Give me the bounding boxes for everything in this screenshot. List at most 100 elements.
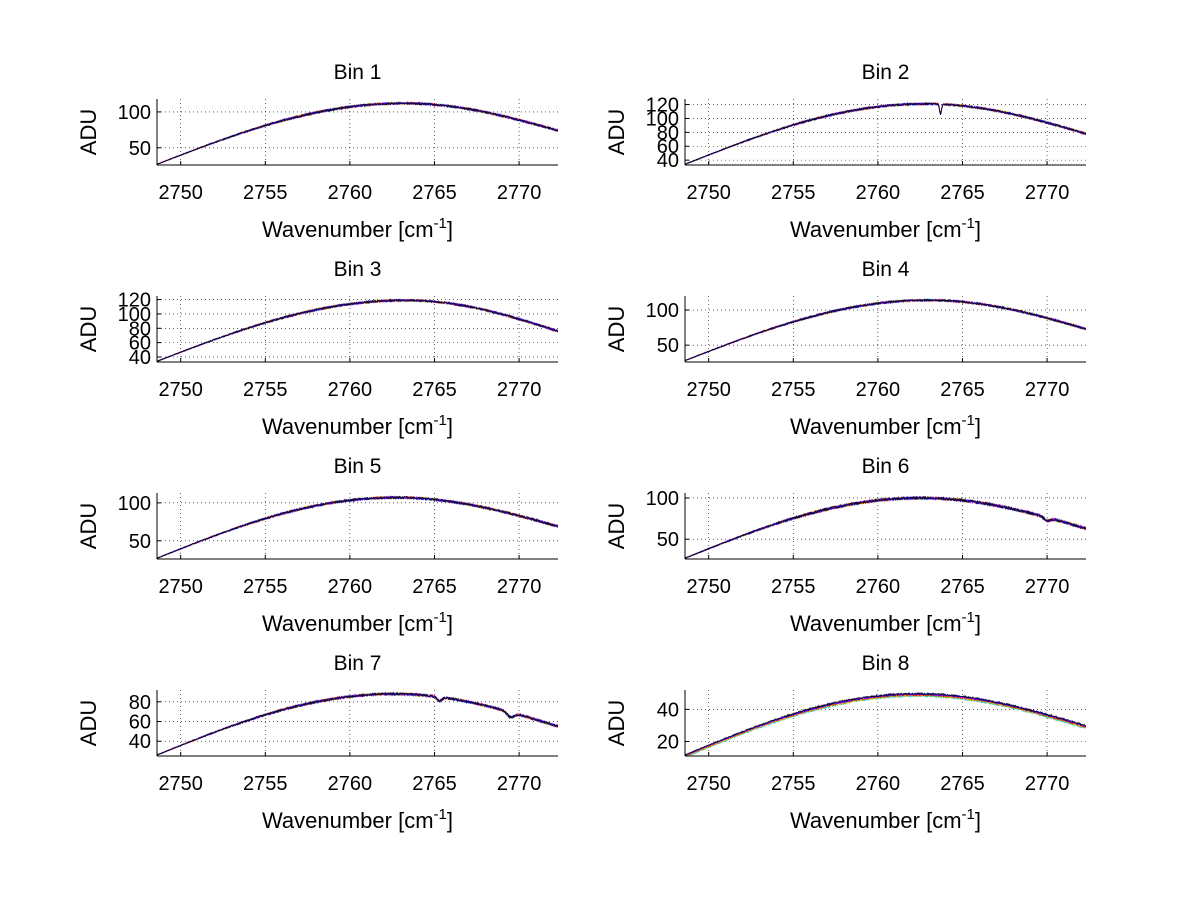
series-line: [685, 495, 1086, 559]
x-tick-label: 2770: [497, 576, 542, 598]
x-tick-label: 2760: [328, 379, 373, 401]
x-axis-label: Wavenumber [cm-1]: [262, 215, 453, 242]
y-axis-label: ADU: [604, 306, 629, 352]
series-line: [685, 298, 1086, 362]
x-tick-label: 2755: [243, 379, 288, 401]
series-line: [157, 691, 558, 756]
series-line: [685, 101, 1086, 165]
y-tick-label: 40: [129, 731, 151, 753]
series-line: [685, 692, 1086, 756]
series-group: [685, 692, 1086, 756]
series-line: [157, 101, 558, 165]
series-line: [157, 298, 558, 362]
series-line: [157, 101, 558, 165]
y-tick-label: 60: [129, 333, 151, 355]
series-line: [157, 691, 558, 756]
series-line: [685, 101, 1086, 165]
series-group: [685, 101, 1086, 165]
series-line: [157, 298, 558, 362]
x-tick-label: 2765: [940, 379, 985, 401]
x-tick-label: 2770: [497, 379, 542, 401]
y-tick-label: 120: [118, 290, 151, 312]
y-tick-label: 50: [657, 529, 679, 551]
x-tick-label: 2765: [412, 773, 457, 795]
y-axis-label: ADU: [76, 306, 101, 352]
y-axis-label: ADU: [76, 700, 101, 746]
series-line: [157, 691, 558, 756]
y-axis-label: ADU: [604, 700, 629, 746]
series-line: [685, 101, 1086, 165]
x-axis-label: Wavenumber [cm-1]: [262, 806, 453, 833]
subplot-bin-1: 2750 2755 2760 2765 2770 50 100 Bin 1 ADU Wavenum…: [76, 61, 558, 242]
series-line: [157, 298, 558, 362]
series-line: [157, 691, 558, 756]
x-tick-label: 2760: [328, 773, 373, 795]
y-tick-label: 60: [129, 712, 151, 734]
series-line: [685, 692, 1086, 756]
series-line: [685, 298, 1086, 362]
y-tick-label: 50: [657, 335, 679, 357]
x-tick-label: 2760: [328, 576, 373, 598]
x-axis-label: Wavenumber [cm-1]: [262, 609, 453, 636]
subplot-title: Bin 7: [334, 652, 382, 675]
y-axis-label: ADU: [604, 503, 629, 549]
series-line: [157, 691, 558, 756]
series-line: [685, 495, 1086, 559]
x-axis-label: Wavenumber [cm-1]: [790, 412, 981, 439]
x-tick-label: 2765: [940, 576, 985, 598]
y-tick-label: 120: [646, 95, 679, 117]
x-tick-label: 2770: [1025, 182, 1070, 204]
y-axis-label: ADU: [76, 503, 101, 549]
x-axis-label: Wavenumber [cm-1]: [262, 412, 453, 439]
x-tick-label: 2770: [497, 182, 542, 204]
subplot-bin-4: 2750 2755 2760 2765 2770 50 100 Bin 4 ADU Wavenum…: [604, 258, 1086, 439]
y-tick-label: 40: [657, 150, 679, 172]
y-tick-label: 100: [118, 493, 151, 515]
series-line: [685, 298, 1086, 361]
x-tick-label: 2750: [158, 576, 203, 598]
x-axis-label: Wavenumber [cm-1]: [790, 806, 981, 833]
series-line: [685, 102, 1086, 165]
series-line: [157, 495, 558, 559]
series-line: [685, 298, 1086, 361]
subplot-bin-6: 2750 2755 2760 2765 2770 50 100 Bin 6 ADU Wavenum…: [604, 455, 1086, 636]
series-line: [685, 298, 1086, 361]
x-tick-label: 2760: [856, 576, 901, 598]
y-tick-label: 20: [657, 732, 679, 754]
series-line: [685, 101, 1086, 165]
series-line: [685, 101, 1086, 165]
series-group: [157, 101, 558, 165]
series-line: [685, 298, 1086, 361]
series-line: [157, 495, 558, 559]
series-line: [157, 298, 558, 362]
series-line: [685, 692, 1086, 756]
series-line: [685, 693, 1086, 756]
subplot-bin-5: 2750 2755 2760 2765 2770 50 100 Bin 5 ADU Wavenum…: [76, 455, 558, 636]
series-line: [685, 495, 1086, 559]
series-line: [157, 101, 558, 165]
series-line: [157, 101, 558, 165]
subplot-title: Bin 3: [334, 258, 382, 281]
series-line: [685, 298, 1086, 362]
series-line: [157, 298, 558, 362]
series-line: [157, 495, 558, 559]
y-tick-label: 40: [657, 699, 679, 721]
subplot-title: Bin 2: [862, 61, 910, 84]
x-axis-label: Wavenumber [cm-1]: [790, 609, 981, 636]
x-tick-label: 2760: [856, 773, 901, 795]
x-tick-label: 2765: [940, 773, 985, 795]
x-tick-label: 2750: [158, 379, 203, 401]
x-tick-label: 2750: [158, 182, 203, 204]
series-line: [685, 496, 1086, 559]
series-line: [157, 298, 558, 362]
series-group: [685, 298, 1086, 362]
x-tick-label: 2770: [1025, 576, 1070, 598]
y-tick-label: 100: [646, 300, 679, 322]
x-tick-label: 2755: [771, 182, 816, 204]
x-tick-label: 2770: [1025, 379, 1070, 401]
y-tick-label: 50: [129, 531, 151, 553]
x-tick-label: 2755: [243, 182, 288, 204]
subplot-bin-8: 2750 2755 2760 2765 2770 20 40 Bin 8 ADU Wavenumb…: [604, 652, 1086, 833]
x-tick-label: 2750: [158, 773, 203, 795]
